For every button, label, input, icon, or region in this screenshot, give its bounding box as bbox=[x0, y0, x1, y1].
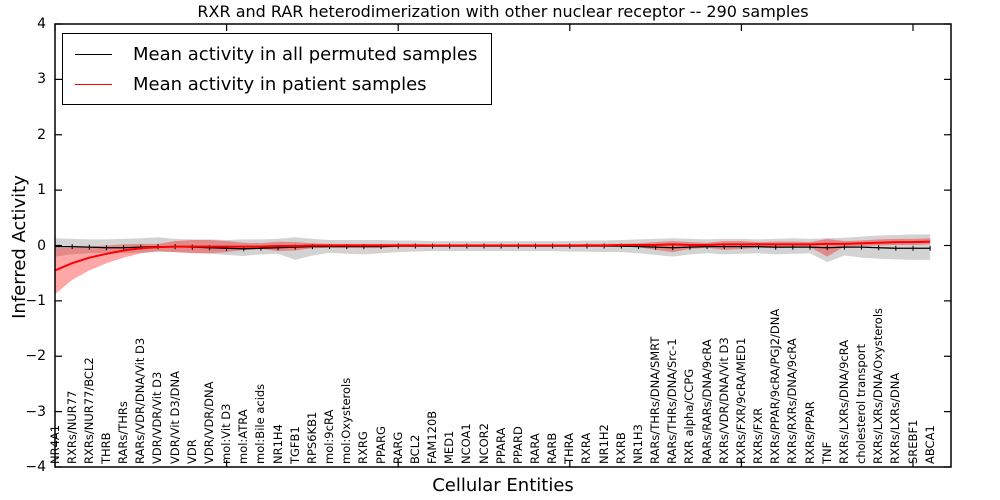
x-entity-label: TGFB1 bbox=[287, 426, 302, 464]
x-entity-label: mol:9cRA bbox=[322, 409, 337, 464]
x-entity-label: RXRs/PPAR/9cRA/PGJ2/DNA bbox=[768, 308, 783, 464]
x-entity-label: RARA bbox=[527, 433, 542, 464]
x-entity-label: RXRs/RXRs/DNA/9cRA bbox=[785, 338, 800, 464]
x-entity-label: VDR/VDR/Vit D3 bbox=[150, 371, 165, 464]
x-entity-label: THRA bbox=[562, 432, 577, 464]
x-entity-label: RXRs/LXRs/DNA/9cRA bbox=[836, 339, 851, 464]
x-entity-label: ABCA1 bbox=[922, 425, 937, 464]
x-entity-label: NR1H4 bbox=[270, 424, 285, 464]
x-entity-label: RARs/THRs bbox=[116, 401, 131, 464]
x-entity-label: TNF bbox=[819, 441, 834, 464]
x-entity-label: NCOR2 bbox=[476, 423, 491, 464]
legend-label-permuted-samples: Mean activity in all permuted samples bbox=[133, 43, 478, 65]
x-entity-label: RXRs/FXR/9cRA/MED1 bbox=[733, 337, 748, 464]
x-entity-label: SREBF1 bbox=[905, 419, 920, 464]
y-tick-label: −4 bbox=[25, 459, 46, 475]
x-entity-label: NR4A1 bbox=[47, 424, 62, 464]
x-entity-label: VDR/Vit D3/DNA bbox=[167, 371, 182, 464]
x-entity-label: NR1H2 bbox=[596, 424, 611, 464]
x-entity-label: MED1 bbox=[442, 430, 457, 464]
legend: Mean activity in all permuted samples Me… bbox=[62, 33, 493, 105]
x-entity-label: BCL2 bbox=[407, 434, 422, 464]
y-tick-label: −3 bbox=[25, 403, 46, 420]
x-entity-label: mol:Oxysterols bbox=[339, 377, 354, 464]
x-entity-label: NCOA1 bbox=[459, 423, 474, 464]
x-entity-label: FAM120B bbox=[425, 410, 440, 464]
x-entity-label: RXRA bbox=[579, 432, 594, 464]
x-entity-label: NR1H3 bbox=[630, 424, 645, 464]
x-entity-label: RXRs/NUR77 bbox=[64, 390, 79, 464]
x-entity-label: RXRs/NUR77/BCL2 bbox=[81, 357, 96, 464]
legend-label-patient-samples: Mean activity in patient samples bbox=[133, 73, 427, 95]
y-tick-label: 1 bbox=[37, 182, 46, 199]
x-entity-label: RARs/VDR/DNA/Vit D3 bbox=[133, 337, 148, 464]
x-entity-label: RXR alpha/CCPG bbox=[682, 368, 697, 464]
x-entity-label: RARs/THRs/DNA/Src-1 bbox=[665, 338, 680, 464]
chart-title: RXR and RAR heterodimerization with othe… bbox=[197, 2, 809, 21]
x-entity-label: VDR bbox=[184, 439, 199, 464]
x-entity-label: RXRB bbox=[613, 432, 628, 464]
x-entity-label: RXRs/VDR/DNA/Vit D3 bbox=[716, 337, 731, 464]
y-tick-label: 0 bbox=[37, 237, 46, 254]
x-entity-label: mol:Bile acids bbox=[253, 383, 268, 464]
x-entity-label: PPARA bbox=[493, 427, 508, 464]
x-entity-label: RXRs/PPAR bbox=[802, 401, 817, 464]
x-entity-label: RXRs/LXRs/DNA bbox=[888, 372, 903, 464]
x-entity-label: PPARD bbox=[510, 426, 525, 464]
black-line-swatch bbox=[75, 53, 112, 55]
x-entity-label: RPS6KB1 bbox=[304, 411, 319, 464]
x-entity-label: RXRs/FXR bbox=[751, 407, 766, 464]
x-entity-label: VDR/VDR/DNA bbox=[201, 381, 216, 465]
x-entity-label: RARs/RARs/DNA/9cRA bbox=[699, 339, 714, 464]
x-entity-label: RARs/THRs/DNA/SMRT bbox=[648, 336, 663, 464]
x-entity-label: mol:Vit D3 bbox=[219, 403, 234, 464]
y-tick-label: 3 bbox=[37, 71, 46, 88]
x-entity-label: PPARG bbox=[373, 426, 388, 464]
red-line-swatch bbox=[75, 83, 112, 85]
x-entity-label: cholesterol transport bbox=[854, 344, 869, 464]
x-entity-label: RXRG bbox=[356, 431, 371, 464]
x-axis-label: Cellular Entities bbox=[432, 475, 574, 496]
x-entity-label: RXRs/LXRs/DNA/Oxysterols bbox=[871, 307, 886, 464]
y-tick-label: 4 bbox=[37, 16, 46, 32]
legend-entry-permuted-samples: Mean activity in all permuted samples bbox=[75, 39, 477, 69]
x-entity-label: THRB bbox=[98, 432, 113, 464]
y-tick-label: −2 bbox=[25, 348, 46, 365]
y-tick-label: −1 bbox=[25, 292, 46, 309]
x-entity-label: RARB bbox=[545, 432, 560, 464]
x-entity-label: mol:ATRA bbox=[236, 409, 251, 464]
x-entity-label: RARG bbox=[390, 431, 405, 464]
y-tick-label: 2 bbox=[37, 126, 46, 143]
legend-entry-patient-samples: Mean activity in patient samples bbox=[75, 69, 477, 99]
